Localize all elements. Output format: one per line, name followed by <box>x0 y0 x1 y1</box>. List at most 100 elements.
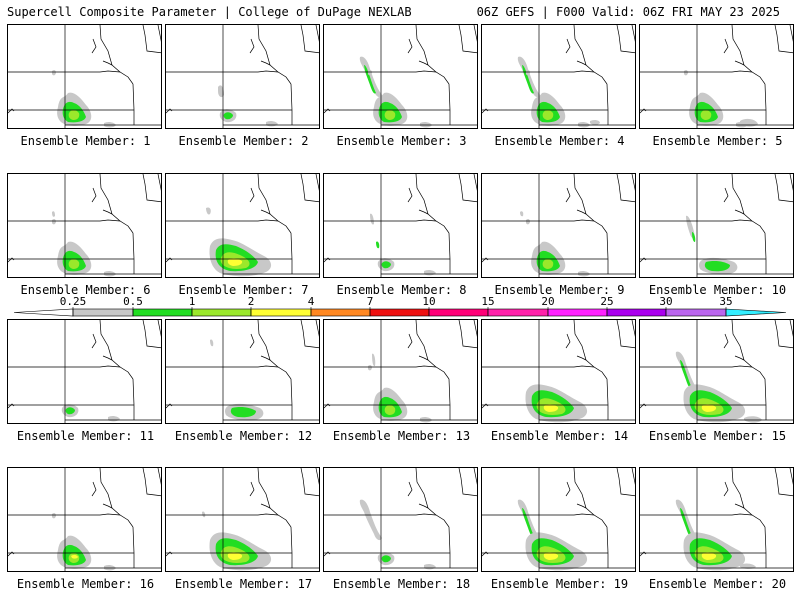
state-border <box>731 468 753 516</box>
ensemble-member-label: Ensemble Member: 7 <box>178 283 309 297</box>
color-scale-swatch <box>606 308 667 317</box>
ensemble-member-map <box>481 467 636 572</box>
state-border <box>407 481 413 497</box>
scp-contour-fill <box>368 69 372 76</box>
ensemble-member-label: Ensemble Member: 6 <box>20 283 151 297</box>
state-border <box>731 25 753 73</box>
map-title: Supercell Composite Parameter | College … <box>7 5 412 19</box>
state-border <box>631 25 635 42</box>
ensemble-member-map <box>165 24 320 129</box>
state-border <box>731 174 753 222</box>
state-border <box>482 257 489 263</box>
state-border <box>315 174 319 191</box>
state-border <box>789 25 793 42</box>
state-border <box>418 355 429 361</box>
state-border <box>764 83 767 125</box>
state-border <box>415 25 437 73</box>
state-border <box>166 219 292 234</box>
state-border <box>166 513 292 528</box>
scp-contour-fill <box>359 56 382 98</box>
state-border <box>8 513 134 528</box>
ensemble-member-map <box>165 467 320 572</box>
ensemble-member-map <box>481 319 636 424</box>
color-scale-swatch <box>487 308 549 317</box>
ensemble-member-label: Ensemble Member: 14 <box>490 429 629 443</box>
ensemble-member-map <box>639 24 794 129</box>
state-border <box>8 365 134 380</box>
scp-contour-fill <box>71 554 78 559</box>
scp-contour-fill <box>542 110 554 120</box>
state-border <box>300 25 319 54</box>
state-border <box>257 25 279 73</box>
ensemble-member-map <box>7 173 162 278</box>
model-run-info: 06Z GEFS | F000 Valid: 06Z FRI MAY 23 20… <box>476 5 780 19</box>
state-border <box>764 378 767 420</box>
state-border <box>324 108 331 114</box>
ensemble-member-label: Ensemble Member: 15 <box>648 429 787 443</box>
state-border <box>99 25 121 73</box>
state-border <box>734 503 745 509</box>
state-border <box>482 365 608 380</box>
state-border <box>573 320 595 368</box>
state-border <box>102 503 113 509</box>
state-border <box>157 25 161 42</box>
scp-contour-fill <box>700 110 712 120</box>
scp-contour-fill <box>542 259 554 269</box>
state-border <box>789 174 793 191</box>
state-border <box>473 320 477 337</box>
state-border <box>640 365 766 380</box>
scp-contour-fill <box>52 512 56 519</box>
state-border <box>166 365 292 380</box>
scp-contour-fill <box>223 112 233 120</box>
state-border <box>640 403 647 409</box>
state-border <box>631 320 635 337</box>
ensemble-member-label: Ensemble Member: 5 <box>652 134 783 148</box>
scp-contour-fill <box>202 511 206 518</box>
ensemble-member-label: Ensemble Member: 3 <box>336 134 467 148</box>
state-border <box>482 513 608 528</box>
color-scale-tick-label: 10 <box>422 295 436 308</box>
scp-contour-fill <box>526 218 530 225</box>
state-border <box>458 25 477 54</box>
ensemble-member-map <box>323 24 478 129</box>
state-border <box>91 333 97 349</box>
state-border <box>482 551 489 557</box>
ensemble-member-map <box>323 173 478 278</box>
ensemble-member-map <box>165 319 320 424</box>
state-border <box>166 108 173 114</box>
scp-contour-fill <box>230 407 256 418</box>
ensemble-member-label: Ensemble Member: 8 <box>336 283 467 297</box>
color-scale-swatch <box>132 308 193 317</box>
ensemble-member-map <box>7 467 162 572</box>
state-border <box>482 219 608 234</box>
state-border <box>482 403 489 409</box>
state-border <box>576 60 587 66</box>
ensemble-member-map <box>7 319 162 424</box>
color-scale-swatch <box>547 308 608 317</box>
state-border <box>290 83 293 125</box>
state-border <box>616 320 635 349</box>
state-border <box>102 355 113 361</box>
state-border <box>142 174 161 203</box>
state-border <box>723 38 729 54</box>
state-border <box>249 333 255 349</box>
state-border <box>576 355 587 361</box>
ensemble-member-label: Ensemble Member: 16 <box>16 577 155 591</box>
state-border <box>458 468 477 497</box>
state-border <box>166 551 173 557</box>
state-border <box>640 219 766 234</box>
state-border <box>482 70 608 85</box>
state-border <box>249 481 255 497</box>
state-border <box>157 468 161 485</box>
color-scale-swatch <box>310 308 371 317</box>
scp-contour-fill <box>68 259 80 269</box>
ensemble-member-label: Ensemble Member: 18 <box>332 577 471 591</box>
state-border <box>418 209 429 215</box>
scp-contour-fill <box>368 364 372 371</box>
state-border <box>315 468 319 485</box>
state-border <box>606 378 609 420</box>
ensemble-member-label: Ensemble Member: 11 <box>16 429 155 443</box>
state-border <box>448 232 451 274</box>
color-scale-swatch <box>191 308 252 317</box>
ensemble-member-label: Ensemble Member: 20 <box>648 577 787 591</box>
